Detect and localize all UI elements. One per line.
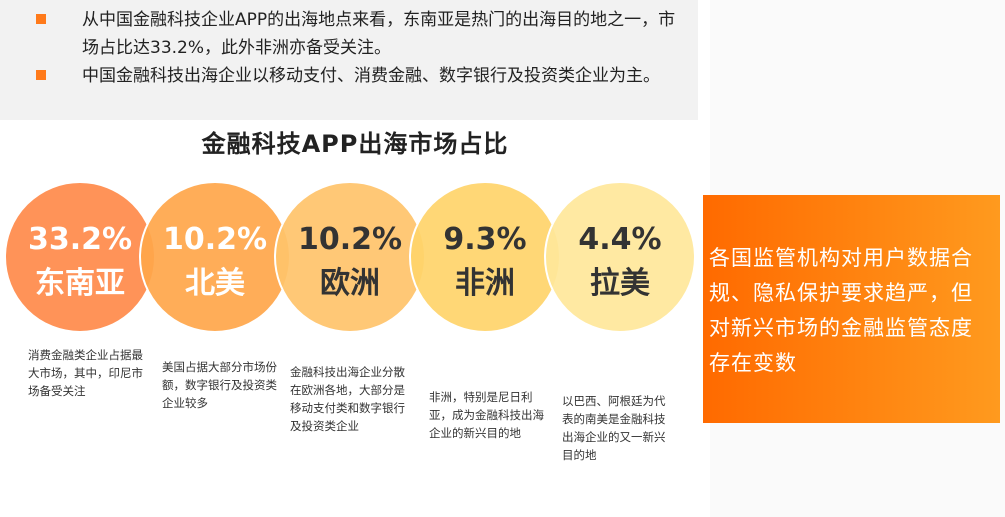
bubble-value-label: 10.2%	[163, 222, 267, 257]
bubble-latin-america	[544, 181, 696, 333]
summary-bullet: 从中国金融科技企业APP的出海地点来看，东南亚是热门的出海目的地之一，市场占比达…	[36, 6, 676, 62]
bubble-southeast-asia	[4, 181, 156, 333]
bubble-north-america	[139, 181, 291, 333]
bubble-category-label: 欧洲	[320, 266, 380, 301]
bubble-value-label: 33.2%	[28, 222, 132, 257]
summary-bullet: 中国金融科技出海企业以移动支付、消费金融、数字银行及投资类企业为主。	[36, 62, 676, 118]
bubble-category-label: 东南亚	[35, 266, 125, 301]
bubble-africa	[409, 181, 561, 333]
market-description: 金融科技出海企业分散在欧洲各地，大部分是移动支付类和数字银行及投资类企业	[290, 365, 405, 433]
bubble-category-label: 北美	[185, 266, 245, 301]
bubble-category-label: 非洲	[455, 266, 515, 301]
market-description: 非洲，特别是尼日利亚，成为金融科技出海企业的新兴目的地	[429, 390, 544, 440]
bubble-value-label: 9.3%	[443, 222, 526, 257]
regulation-callout: 各国监管机构对用户数据合规、隐私保护要求趋严，但对新兴市场的金融监管态度存在变数	[703, 195, 1000, 423]
market-description: 消费金融类企业占据最大市场，其中，印尼市场备受关注	[28, 348, 143, 398]
bullet-text: 中国金融科技出海企业以移动支付、消费金融、数字银行及投资类企业为主。	[82, 66, 660, 86]
chart-title: 金融科技APP出海市场占比	[201, 130, 509, 158]
bubble-value-label: 10.2%	[298, 222, 402, 257]
summary-box: 从中国金融科技企业APP的出海地点来看，东南亚是热门的出海目的地之一，市场占比达…	[0, 0, 698, 120]
bullet-square-icon	[36, 14, 46, 24]
bubble-value-label: 4.4%	[578, 222, 661, 257]
bubble-chart: 33.2% 东南亚 10.2% 北美 10.2% 欧洲 9.3% 非洲 4.4% 拉美	[4, 181, 696, 333]
bullet-square-icon	[36, 70, 46, 80]
market-description: 以巴西、阿根廷为代表的南美是金融科技出海企业的又一新兴目的地	[562, 394, 666, 462]
callout-text: 各国监管机构对用户数据合规、隐私保护要求趋严，但对新兴市场的金融监管态度存在变数	[709, 246, 973, 375]
bullet-text: 从中国金融科技企业APP的出海地点来看，东南亚是热门的出海目的地之一，市场占比达…	[82, 10, 676, 58]
bubble-europe	[274, 181, 426, 333]
bubble-category-label: 拉美	[590, 266, 650, 301]
market-description: 美国占据大部分市场份额，数字银行及投资类企业较多	[162, 360, 277, 410]
